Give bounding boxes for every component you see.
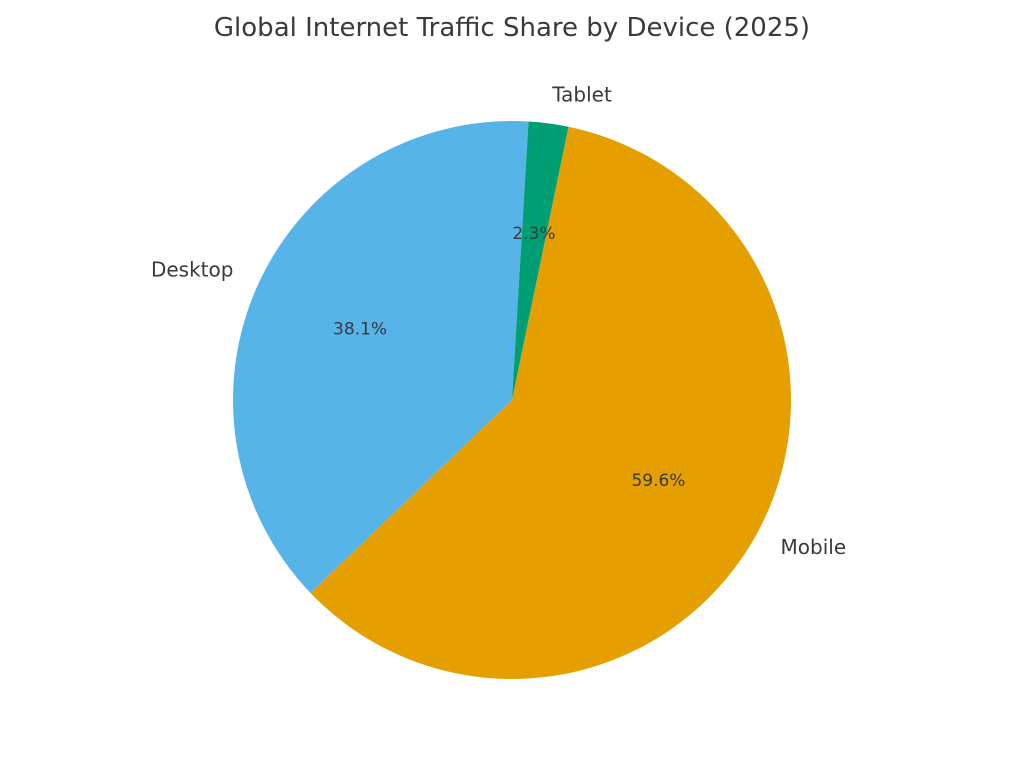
pie-slice-tablet: [512, 121, 569, 400]
pct-label-tablet: 2.3%: [512, 224, 555, 244]
slice-label-mobile: Mobile: [781, 535, 847, 559]
pct-label-mobile: 59.6%: [631, 471, 685, 491]
pie-slice-mobile: [310, 126, 791, 679]
slice-label-desktop: Desktop: [151, 258, 233, 282]
pct-label-desktop: 38.1%: [333, 320, 387, 340]
slice-label-tablet: Tablet: [551, 82, 612, 106]
pie-slices: [233, 121, 791, 679]
pie-labels: Desktop 38.1% Mobile 59.6% Tablet 2.3%: [151, 82, 846, 559]
chart-title: Global Internet Traffic Share by Device …: [213, 13, 811, 43]
pie-slice-desktop: [233, 121, 529, 593]
